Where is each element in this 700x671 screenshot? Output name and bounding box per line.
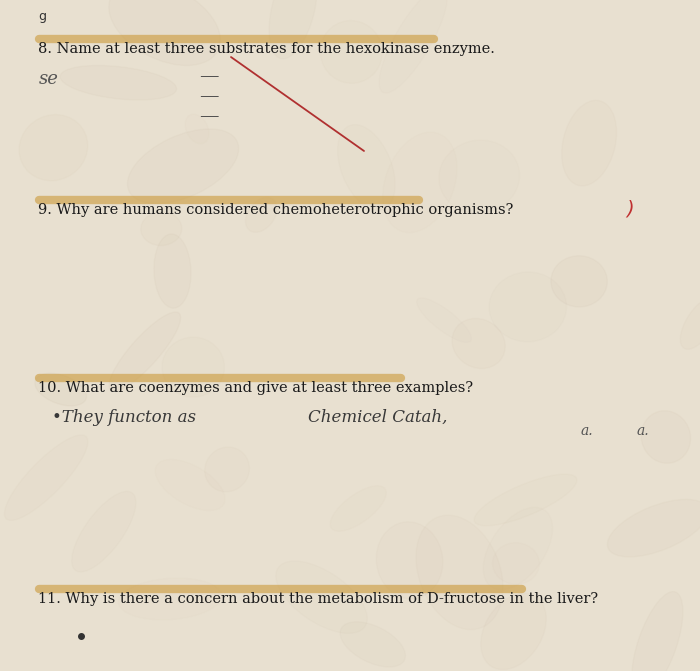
Text: —: — bbox=[199, 87, 219, 105]
Text: 9. Why are humans considered chemoheterotrophic organisms?: 9. Why are humans considered chemohetero… bbox=[38, 203, 514, 217]
Text: se: se bbox=[38, 70, 58, 89]
Text: •They functon as: •They functon as bbox=[52, 409, 197, 426]
Text: 11. Why is there a concern about the metabolism of D-fructose in the liver?: 11. Why is there a concern about the met… bbox=[38, 592, 598, 606]
Text: 10. What are coenzymes and give at least three examples?: 10. What are coenzymes and give at least… bbox=[38, 381, 474, 395]
Text: a.: a. bbox=[637, 424, 650, 438]
Text: g: g bbox=[38, 10, 46, 23]
Text: Chemicel Catah,: Chemicel Catah, bbox=[308, 409, 447, 426]
Text: 8. Name at least three substrates for the hexokinase enzyme.: 8. Name at least three substrates for th… bbox=[38, 42, 496, 56]
Text: —: — bbox=[199, 67, 219, 85]
Text: ): ) bbox=[626, 199, 634, 218]
Text: —: — bbox=[199, 107, 219, 125]
Text: a.: a. bbox=[581, 424, 594, 438]
